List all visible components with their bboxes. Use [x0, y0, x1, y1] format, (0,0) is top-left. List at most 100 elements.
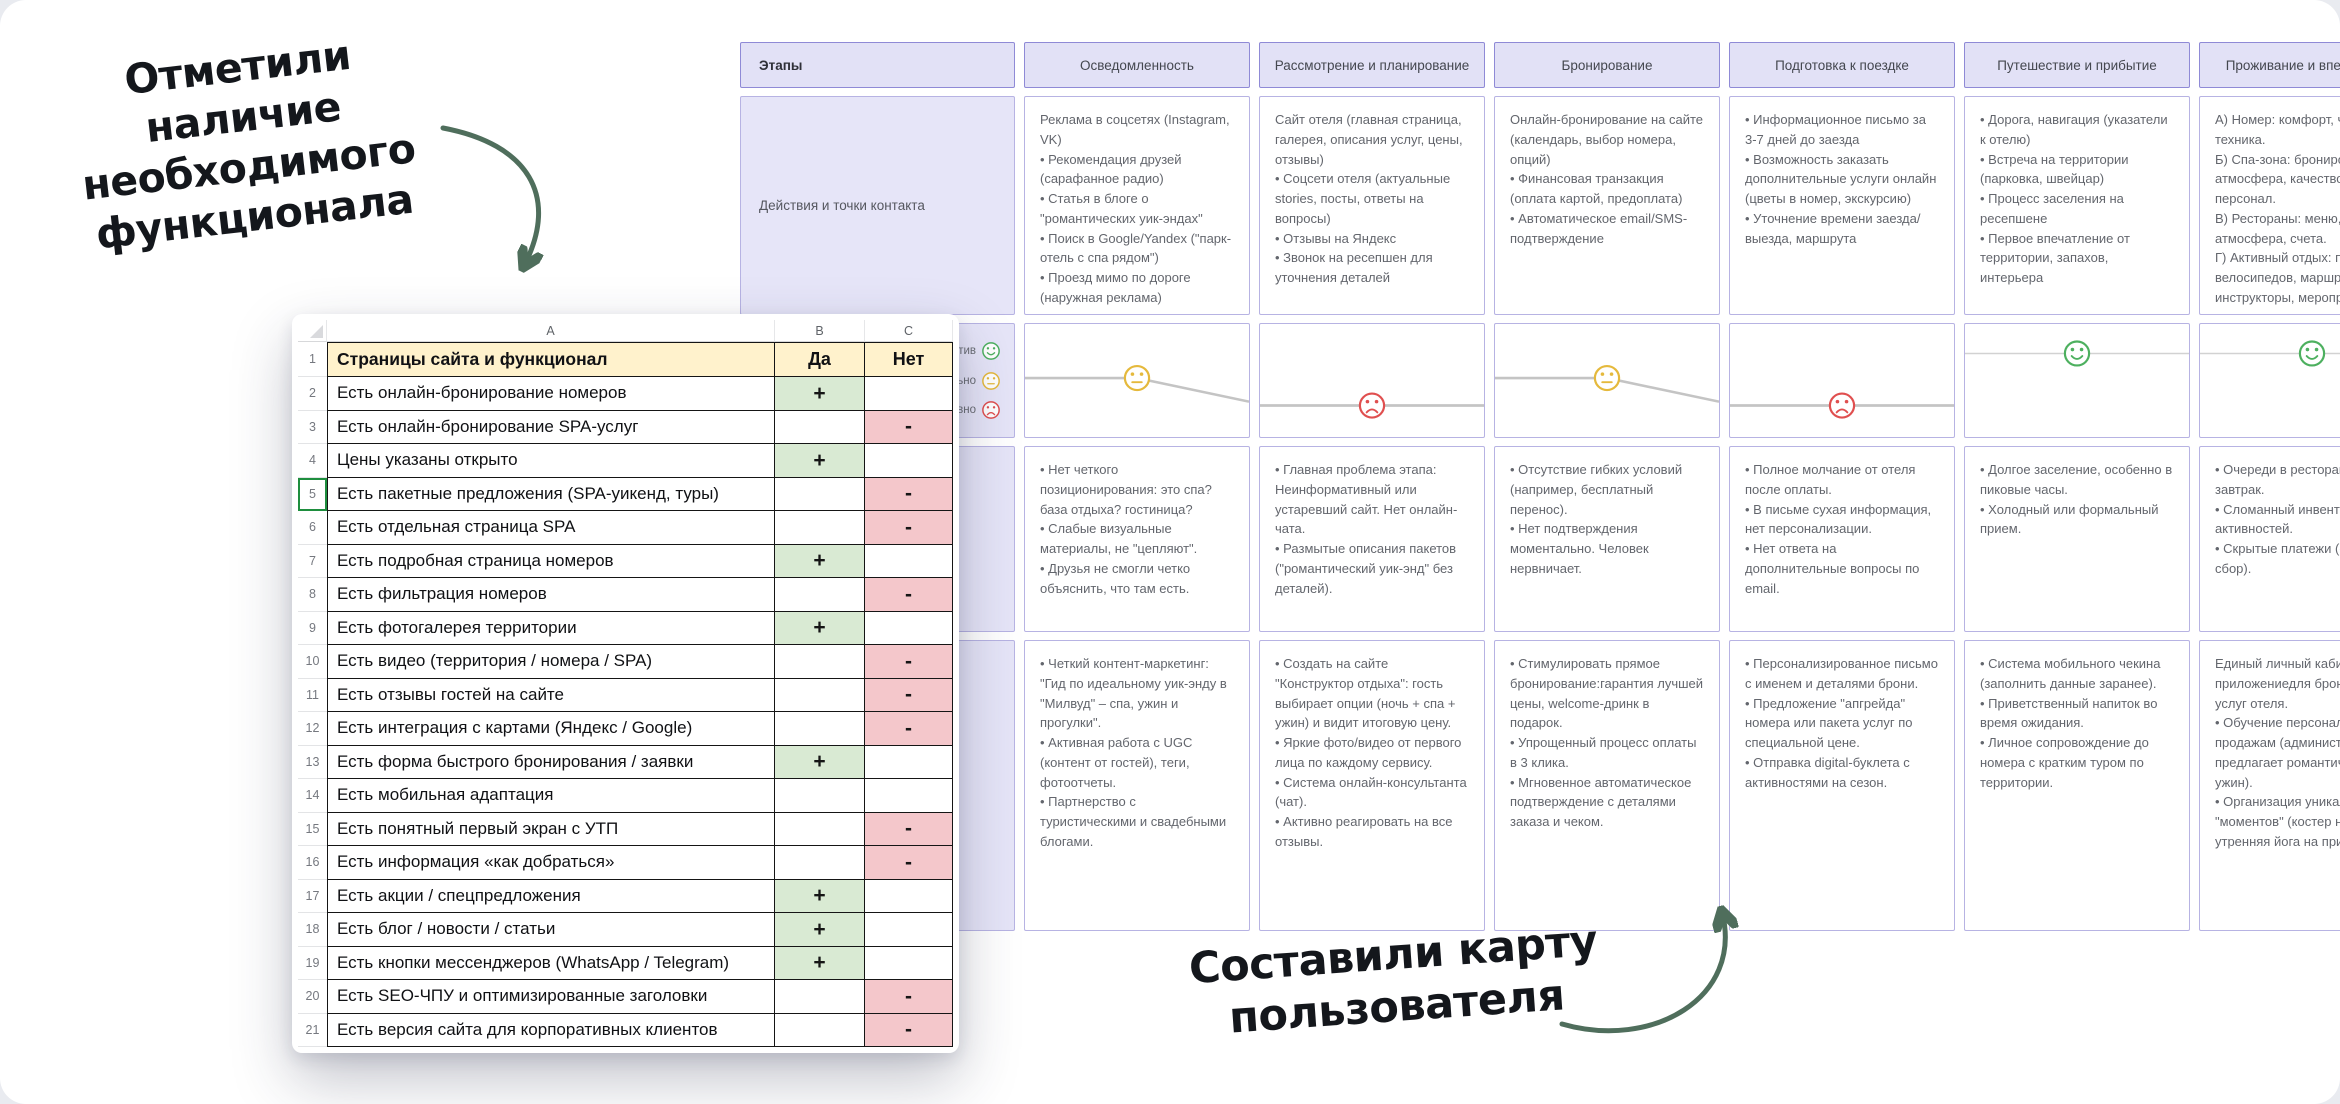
- stage-emotion-cell[interactable]: [1729, 323, 1955, 438]
- no-cell[interactable]: [865, 946, 953, 980]
- no-cell[interactable]: [865, 879, 953, 913]
- no-cell[interactable]: [865, 779, 953, 813]
- row-number[interactable]: 17: [298, 880, 327, 913]
- row-number[interactable]: 9: [298, 612, 327, 645]
- stage-pains-cell[interactable]: • Долгое заселение, особенно в пиковые ч…: [1964, 446, 2190, 632]
- feature-label-cell[interactable]: Есть видео (территория / номера / SPA): [327, 645, 775, 679]
- feature-label-cell[interactable]: Есть интеграция с картами (Яндекс / Goog…: [327, 712, 775, 746]
- stage-actions-cell[interactable]: Онлайн-бронирование на сайте (календарь,…: [1494, 96, 1720, 315]
- stage-solutions-cell[interactable]: Единый личный кабинет-приложениедля брон…: [2199, 640, 2340, 931]
- yes-cell[interactable]: [775, 812, 865, 846]
- yes-cell[interactable]: [775, 980, 865, 1014]
- row-number[interactable]: 3: [298, 411, 327, 444]
- row-number[interactable]: 6: [298, 511, 327, 545]
- stage-header-4[interactable]: Подготовка к поездке: [1729, 42, 1955, 88]
- feature-label-cell[interactable]: Есть подробная страница номеров: [327, 544, 775, 578]
- no-cell[interactable]: -: [865, 477, 953, 511]
- stage-solutions-cell[interactable]: • Создать на сайте "Конструктор отдыха":…: [1259, 640, 1485, 931]
- row-number[interactable]: 4: [298, 444, 327, 478]
- select-all-corner[interactable]: [298, 320, 327, 342]
- yes-cell[interactable]: +: [775, 745, 865, 779]
- feature-label-cell[interactable]: Есть фотогалерея территории: [327, 611, 775, 645]
- yes-cell[interactable]: [775, 712, 865, 746]
- no-cell[interactable]: -: [865, 678, 953, 712]
- stage-pains-cell[interactable]: • Отсутствие гибких условий (например, б…: [1494, 446, 1720, 632]
- row-number[interactable]: 2: [298, 377, 327, 411]
- stage-header-3[interactable]: Бронирование: [1494, 42, 1720, 88]
- yes-cell[interactable]: [775, 477, 865, 511]
- yes-cell[interactable]: [775, 678, 865, 712]
- stage-header-1[interactable]: Осведомленность: [1024, 42, 1250, 88]
- no-header-cell[interactable]: Нет: [865, 342, 953, 377]
- no-cell[interactable]: -: [865, 410, 953, 444]
- row-number[interactable]: 13: [298, 746, 327, 779]
- feature-label-cell[interactable]: Цены указаны открыто: [327, 444, 775, 478]
- stage-header-2[interactable]: Рассмотрение и планирование: [1259, 42, 1485, 88]
- column-header-b[interactable]: B: [775, 320, 865, 342]
- feature-label-cell[interactable]: Есть версия сайта для корпоративных клие…: [327, 1013, 775, 1047]
- feature-label-cell[interactable]: Есть форма быстрого бронирования / заявк…: [327, 745, 775, 779]
- yes-cell[interactable]: +: [775, 544, 865, 578]
- feature-label-cell[interactable]: Есть отзывы гостей на сайте: [327, 678, 775, 712]
- stage-header-6[interactable]: Проживание и впечатления: [2199, 42, 2340, 88]
- no-cell[interactable]: [865, 611, 953, 645]
- row-number[interactable]: 11: [298, 679, 327, 712]
- yes-cell[interactable]: [775, 846, 865, 880]
- stage-emotion-cell[interactable]: [1494, 323, 1720, 438]
- column-header-a[interactable]: A: [327, 320, 775, 342]
- no-cell[interactable]: -: [865, 812, 953, 846]
- no-cell[interactable]: -: [865, 980, 953, 1014]
- yes-cell[interactable]: +: [775, 444, 865, 478]
- row-number[interactable]: 15: [298, 813, 327, 846]
- no-cell[interactable]: [865, 745, 953, 779]
- feature-label-cell[interactable]: Есть акции / спецпредложения: [327, 879, 775, 913]
- yes-cell[interactable]: [775, 645, 865, 679]
- yes-cell[interactable]: [775, 511, 865, 545]
- row-number[interactable]: 5: [298, 477, 327, 511]
- yes-cell[interactable]: +: [775, 611, 865, 645]
- yes-cell[interactable]: [775, 410, 865, 444]
- row-number[interactable]: 16: [298, 846, 327, 880]
- stage-actions-cell[interactable]: Реклама в соцсетях (Instagram, VK) • Рек…: [1024, 96, 1250, 315]
- row-number[interactable]: 21: [298, 1014, 327, 1047]
- stage-pains-cell[interactable]: • Нет четкого позиционирования: это спа?…: [1024, 446, 1250, 632]
- no-cell[interactable]: [865, 444, 953, 478]
- feature-label-cell[interactable]: Есть мобильная адаптация: [327, 779, 775, 813]
- feature-label-cell[interactable]: Есть пакетные предложения (SPA-уикенд, т…: [327, 477, 775, 511]
- stage-emotion-cell[interactable]: [2199, 323, 2340, 438]
- stage-pains-cell[interactable]: • Очереди в ресторане на завтрак. • Слом…: [2199, 446, 2340, 632]
- stage-pains-cell[interactable]: • Полное молчание от отеля после оплаты.…: [1729, 446, 1955, 632]
- stage-emotion-cell[interactable]: [1259, 323, 1485, 438]
- row-number[interactable]: 20: [298, 980, 327, 1014]
- row-number[interactable]: 14: [298, 779, 327, 813]
- yes-cell[interactable]: +: [775, 377, 865, 411]
- no-cell[interactable]: [865, 544, 953, 578]
- yes-cell[interactable]: +: [775, 946, 865, 980]
- stage-solutions-cell[interactable]: • Система мобильного чекина (заполнить д…: [1964, 640, 2190, 931]
- stage-solutions-cell[interactable]: • Четкий контент-маркетинг: "Гид по идеа…: [1024, 640, 1250, 931]
- yes-cell[interactable]: +: [775, 879, 865, 913]
- feature-label-cell[interactable]: Есть кнопки мессенджеров (WhatsApp / Tel…: [327, 946, 775, 980]
- row-number[interactable]: 8: [298, 578, 327, 612]
- feature-label-cell[interactable]: Есть SEO-ЧПУ и оптимизированные заголовк…: [327, 980, 775, 1014]
- feature-label-cell[interactable]: Есть понятный первый экран с УТП: [327, 812, 775, 846]
- feature-label-cell[interactable]: Есть информация «как добраться»: [327, 846, 775, 880]
- no-cell[interactable]: -: [865, 645, 953, 679]
- feature-label-cell[interactable]: Есть онлайн-бронирование SPA-услуг: [327, 410, 775, 444]
- stage-actions-cell[interactable]: • Дорога, навигация (указатели к отелю) …: [1964, 96, 2190, 315]
- yes-cell[interactable]: +: [775, 913, 865, 947]
- yes-header-cell[interactable]: Да: [775, 342, 865, 377]
- no-cell[interactable]: [865, 377, 953, 411]
- no-cell[interactable]: -: [865, 846, 953, 880]
- stage-solutions-cell[interactable]: • Персонализированное письмо с именем и …: [1729, 640, 1955, 931]
- title-cell[interactable]: Страницы сайта и функционал: [327, 342, 775, 377]
- yes-cell[interactable]: [775, 578, 865, 612]
- row-number[interactable]: 12: [298, 712, 327, 746]
- feature-label-cell[interactable]: Есть отдельная страница SPA: [327, 511, 775, 545]
- no-cell[interactable]: -: [865, 1013, 953, 1047]
- stage-header-5[interactable]: Путешествие и прибытие: [1964, 42, 2190, 88]
- no-cell[interactable]: -: [865, 511, 953, 545]
- row-number[interactable]: 18: [298, 913, 327, 947]
- no-cell[interactable]: [865, 913, 953, 947]
- yes-cell[interactable]: [775, 779, 865, 813]
